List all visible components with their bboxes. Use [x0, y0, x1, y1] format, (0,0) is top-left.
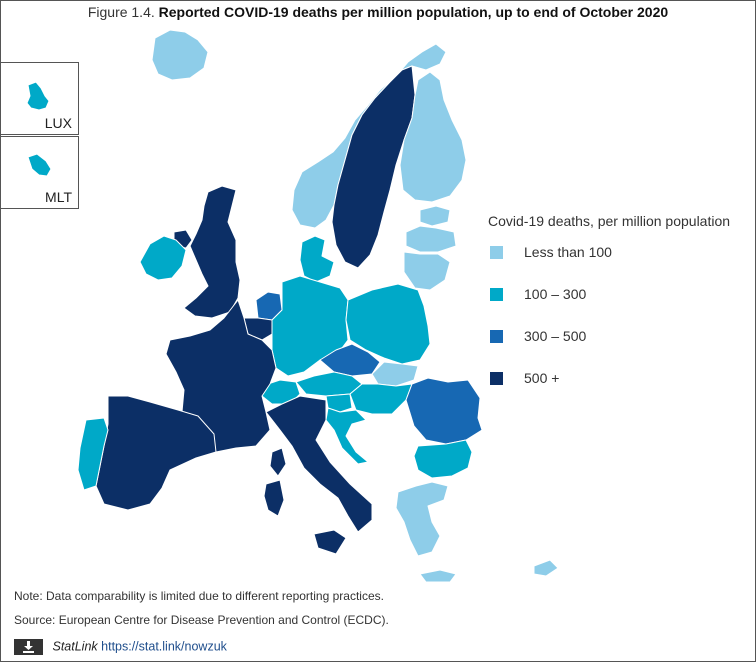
inset-luxembourg: LUX: [0, 62, 79, 135]
inset-mlt-shape: [27, 153, 52, 177]
legend-item-300-500: 300 – 500: [488, 328, 730, 372]
region-FRA-corsica: [269, 447, 287, 477]
region-GBR: [183, 185, 241, 319]
legend-label: Less than 100: [524, 244, 612, 260]
legend-label: 500 +: [524, 370, 560, 386]
region-LVA: [405, 225, 457, 253]
inset-lux-shape: [26, 81, 50, 111]
region-IRL: [139, 235, 187, 281]
inset-malta: MLT: [0, 136, 79, 209]
region-MLT: [27, 153, 52, 177]
region-PRT: [77, 417, 109, 491]
legend-item-lt100: Less than 100: [488, 244, 730, 288]
region-ROU: [405, 377, 483, 445]
region-ISL: [151, 29, 209, 81]
legend-title: Covid-19 deaths, per million population: [488, 213, 731, 229]
region-GRC: [395, 481, 449, 557]
region-ITA-sicily: [313, 529, 347, 555]
region-CYP: [533, 559, 559, 577]
region-HRV: [325, 407, 369, 465]
statlink-url[interactable]: https://stat.link/nowzuk: [101, 639, 227, 654]
region-FRA: [165, 299, 277, 453]
region-LTU: [403, 251, 451, 291]
region-ITA-sardinia: [263, 479, 285, 517]
note-text: Note: Data comparability is limited due …: [14, 589, 384, 603]
download-icon[interactable]: [14, 639, 43, 655]
figure-title: Figure 1.4. Reported COVID-19 deaths per…: [0, 4, 756, 20]
figure-number: Figure 1.4.: [87, 4, 155, 20]
legend-label: 300 – 500: [524, 328, 587, 344]
source-text: Source: European Centre for Disease Prev…: [14, 613, 389, 627]
region-LUX: [26, 81, 50, 111]
region-SVN: [325, 393, 353, 413]
statlink: StatLink https://stat.link/nowzuk: [14, 639, 227, 655]
inset-mlt-label: MLT: [45, 189, 72, 205]
legend-swatch: [490, 372, 503, 385]
region-FIN: [399, 71, 467, 203]
region-EST: [419, 205, 451, 227]
legend: Covid-19 deaths, per million population …: [488, 213, 730, 414]
figure-title-text: Reported COVID-19 deaths per million pop…: [158, 4, 669, 20]
region-SWE: [331, 65, 416, 269]
legend-swatch: [490, 246, 503, 259]
region-ITA: [265, 395, 373, 533]
legend-swatch: [490, 330, 503, 343]
region-HUN: [349, 383, 413, 415]
legend-item-500plus: 500 +: [488, 370, 730, 414]
region-BGR: [413, 439, 473, 479]
inset-lux-label: LUX: [44, 115, 72, 131]
legend-item-100-300: 100 – 300: [488, 286, 730, 330]
legend-label: 100 – 300: [524, 286, 587, 302]
legend-swatch: [490, 288, 503, 301]
region-GRC-crete: [419, 569, 457, 583]
region-POL: [345, 283, 431, 365]
region-DNK: [299, 235, 335, 283]
region-SVK: [371, 361, 419, 387]
statlink-label: StatLink: [52, 639, 98, 654]
